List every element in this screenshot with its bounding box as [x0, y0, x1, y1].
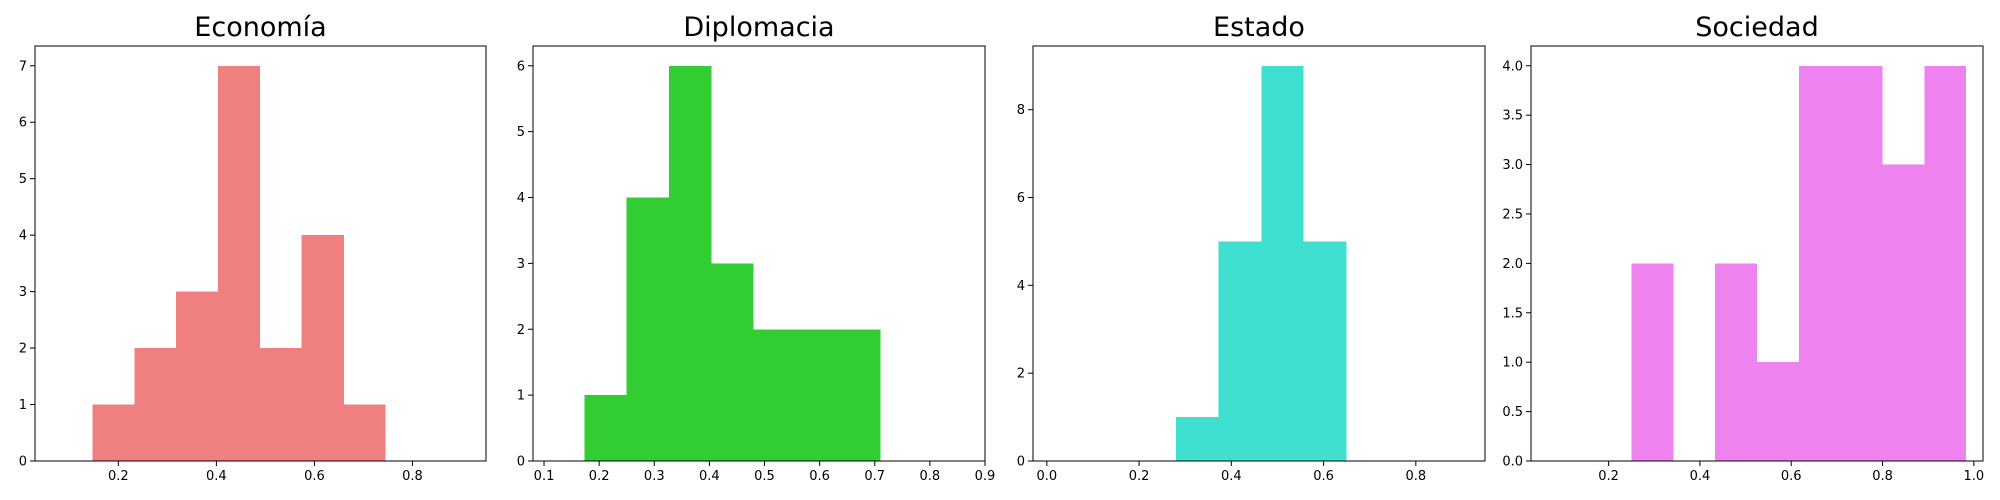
- x-tick-label: 0.2: [589, 469, 610, 484]
- x-tick-label: 0.1: [534, 469, 555, 484]
- panel-estado: 0.0 0.2 0.4 0.6 0.8 0 2 4 6 8 Estado: [1017, 12, 1486, 484]
- histogram-bar: [584, 395, 627, 461]
- x-tick-label: 0.4: [1221, 469, 1242, 484]
- histogram-bar: [669, 65, 712, 461]
- axes-frame: [34, 45, 487, 462]
- x-tick-label: 0.8: [1405, 469, 1426, 484]
- panel-title: Diplomacia: [683, 12, 834, 43]
- histogram-bar: [343, 404, 386, 461]
- x-tick-label: 0.6: [1781, 469, 1802, 484]
- x-tick-label: 0.3: [644, 469, 665, 484]
- x-tick-label: 0.9: [975, 469, 996, 484]
- histogram-bar: [753, 329, 796, 461]
- y-tick-label: 1: [517, 389, 525, 404]
- histogram-bar: [260, 348, 302, 461]
- histogram-bar: [711, 263, 754, 461]
- y-tick-label: 1.0: [1502, 356, 1523, 371]
- histogram-bar: [176, 291, 218, 461]
- x-tick-label: 0.8: [402, 469, 423, 484]
- histogram-bar: [92, 404, 135, 461]
- y-tick-label: 3.0: [1502, 158, 1523, 173]
- histogram-bar: [626, 197, 670, 461]
- histogram-bar: [1714, 263, 1757, 461]
- y-tick-label: 2.5: [1502, 207, 1523, 222]
- x-tick-label: 0.8: [920, 469, 941, 484]
- y-tick-label: 4.0: [1502, 59, 1523, 74]
- y-tick-label: 5: [517, 125, 525, 140]
- axes-frame: [1032, 45, 1486, 462]
- x-tick-label: 1.0: [1964, 469, 1985, 484]
- x-tick-label: 0.6: [809, 469, 830, 484]
- panel-economia: 0.2 0.4 0.6 0.8 0 1 2 3 4 5 6 7 Economía: [19, 12, 487, 484]
- x-tick-label: 0.2: [1129, 469, 1150, 484]
- panel-sociedad: 0.2 0.4 0.6 0.8 1.0 0.0 0.5 1.0 1.5 2.0 2.5 3.0 3.5 4…: [1502, 12, 1984, 484]
- y-tick-label: 6: [19, 116, 27, 131]
- histogram-bar: [134, 348, 177, 461]
- histogram-bar: [1303, 241, 1347, 461]
- histogram-bar: [1840, 65, 1883, 461]
- x-tick-label: 0.2: [108, 469, 129, 484]
- y-tick-label: 2: [1017, 367, 1025, 382]
- y-tick-label: 7: [19, 59, 27, 74]
- y-tick-label: 8: [1017, 103, 1025, 118]
- y-tick-label: 2: [517, 323, 525, 338]
- x-tick-label: 0.2: [1598, 469, 1619, 484]
- histogram-bar: [795, 329, 839, 461]
- x-tick-label: 0.7: [864, 469, 885, 484]
- y-tick-label: 3.5: [1502, 109, 1523, 124]
- x-tick-label: 0.6: [1313, 469, 1334, 484]
- x-tick-label: 0.6: [304, 469, 325, 484]
- y-tick-label: 0.0: [1502, 455, 1523, 470]
- histogram-bar: [1631, 263, 1674, 461]
- x-tick-label: 0.0: [1036, 469, 1057, 484]
- y-tick-label: 2.0: [1502, 257, 1523, 272]
- y-tick-label: 3: [517, 257, 525, 272]
- y-tick-label: 4: [517, 191, 525, 206]
- y-tick-label: 6: [1017, 191, 1025, 206]
- axes-frame: [532, 45, 986, 462]
- y-tick-label: 6: [517, 59, 525, 74]
- y-tick-label: 0: [517, 455, 525, 470]
- histogram-bar: [1218, 241, 1262, 461]
- axes-frame: [1530, 45, 1984, 462]
- x-tick-label: 0.5: [754, 469, 775, 484]
- panel-diplomacia: 0.1 0.2 0.3 0.4 0.5 0.6 0.7 0.8 0.9 0 1 2 3 4 5 6 Diplom…: [517, 12, 996, 484]
- histogram-bar: [838, 329, 881, 461]
- y-tick-label: 4: [19, 229, 27, 244]
- histogram-bar: [1261, 65, 1304, 461]
- x-tick-label: 0.4: [1690, 469, 1711, 484]
- y-tick-label: 0: [1017, 455, 1025, 470]
- x-tick-label: 0.8: [1872, 469, 1893, 484]
- histogram-bar: [1175, 417, 1219, 461]
- y-tick-label: 4: [1017, 279, 1025, 294]
- y-tick-label: 3: [19, 285, 27, 300]
- y-tick-label: 0.5: [1502, 405, 1523, 420]
- histogram-bar: [217, 65, 261, 461]
- panel-title: Estado: [1213, 12, 1305, 43]
- x-tick-label: 0.4: [206, 469, 227, 484]
- y-tick-label: 5: [19, 172, 27, 187]
- histogram-bar: [1882, 164, 1925, 462]
- panel-title: Sociedad: [1695, 12, 1818, 43]
- histogram-bar: [1757, 362, 1800, 461]
- panel-title: Economía: [194, 12, 326, 43]
- y-tick-label: 2: [19, 342, 27, 357]
- y-tick-label: 1.5: [1502, 306, 1523, 321]
- histogram-bar: [1799, 65, 1841, 461]
- x-tick-label: 0.4: [699, 469, 720, 484]
- histogram-bar: [301, 235, 344, 461]
- y-tick-label: 1: [19, 398, 27, 413]
- histogram-bar: [1924, 65, 1967, 461]
- y-tick-label: 0: [19, 455, 27, 470]
